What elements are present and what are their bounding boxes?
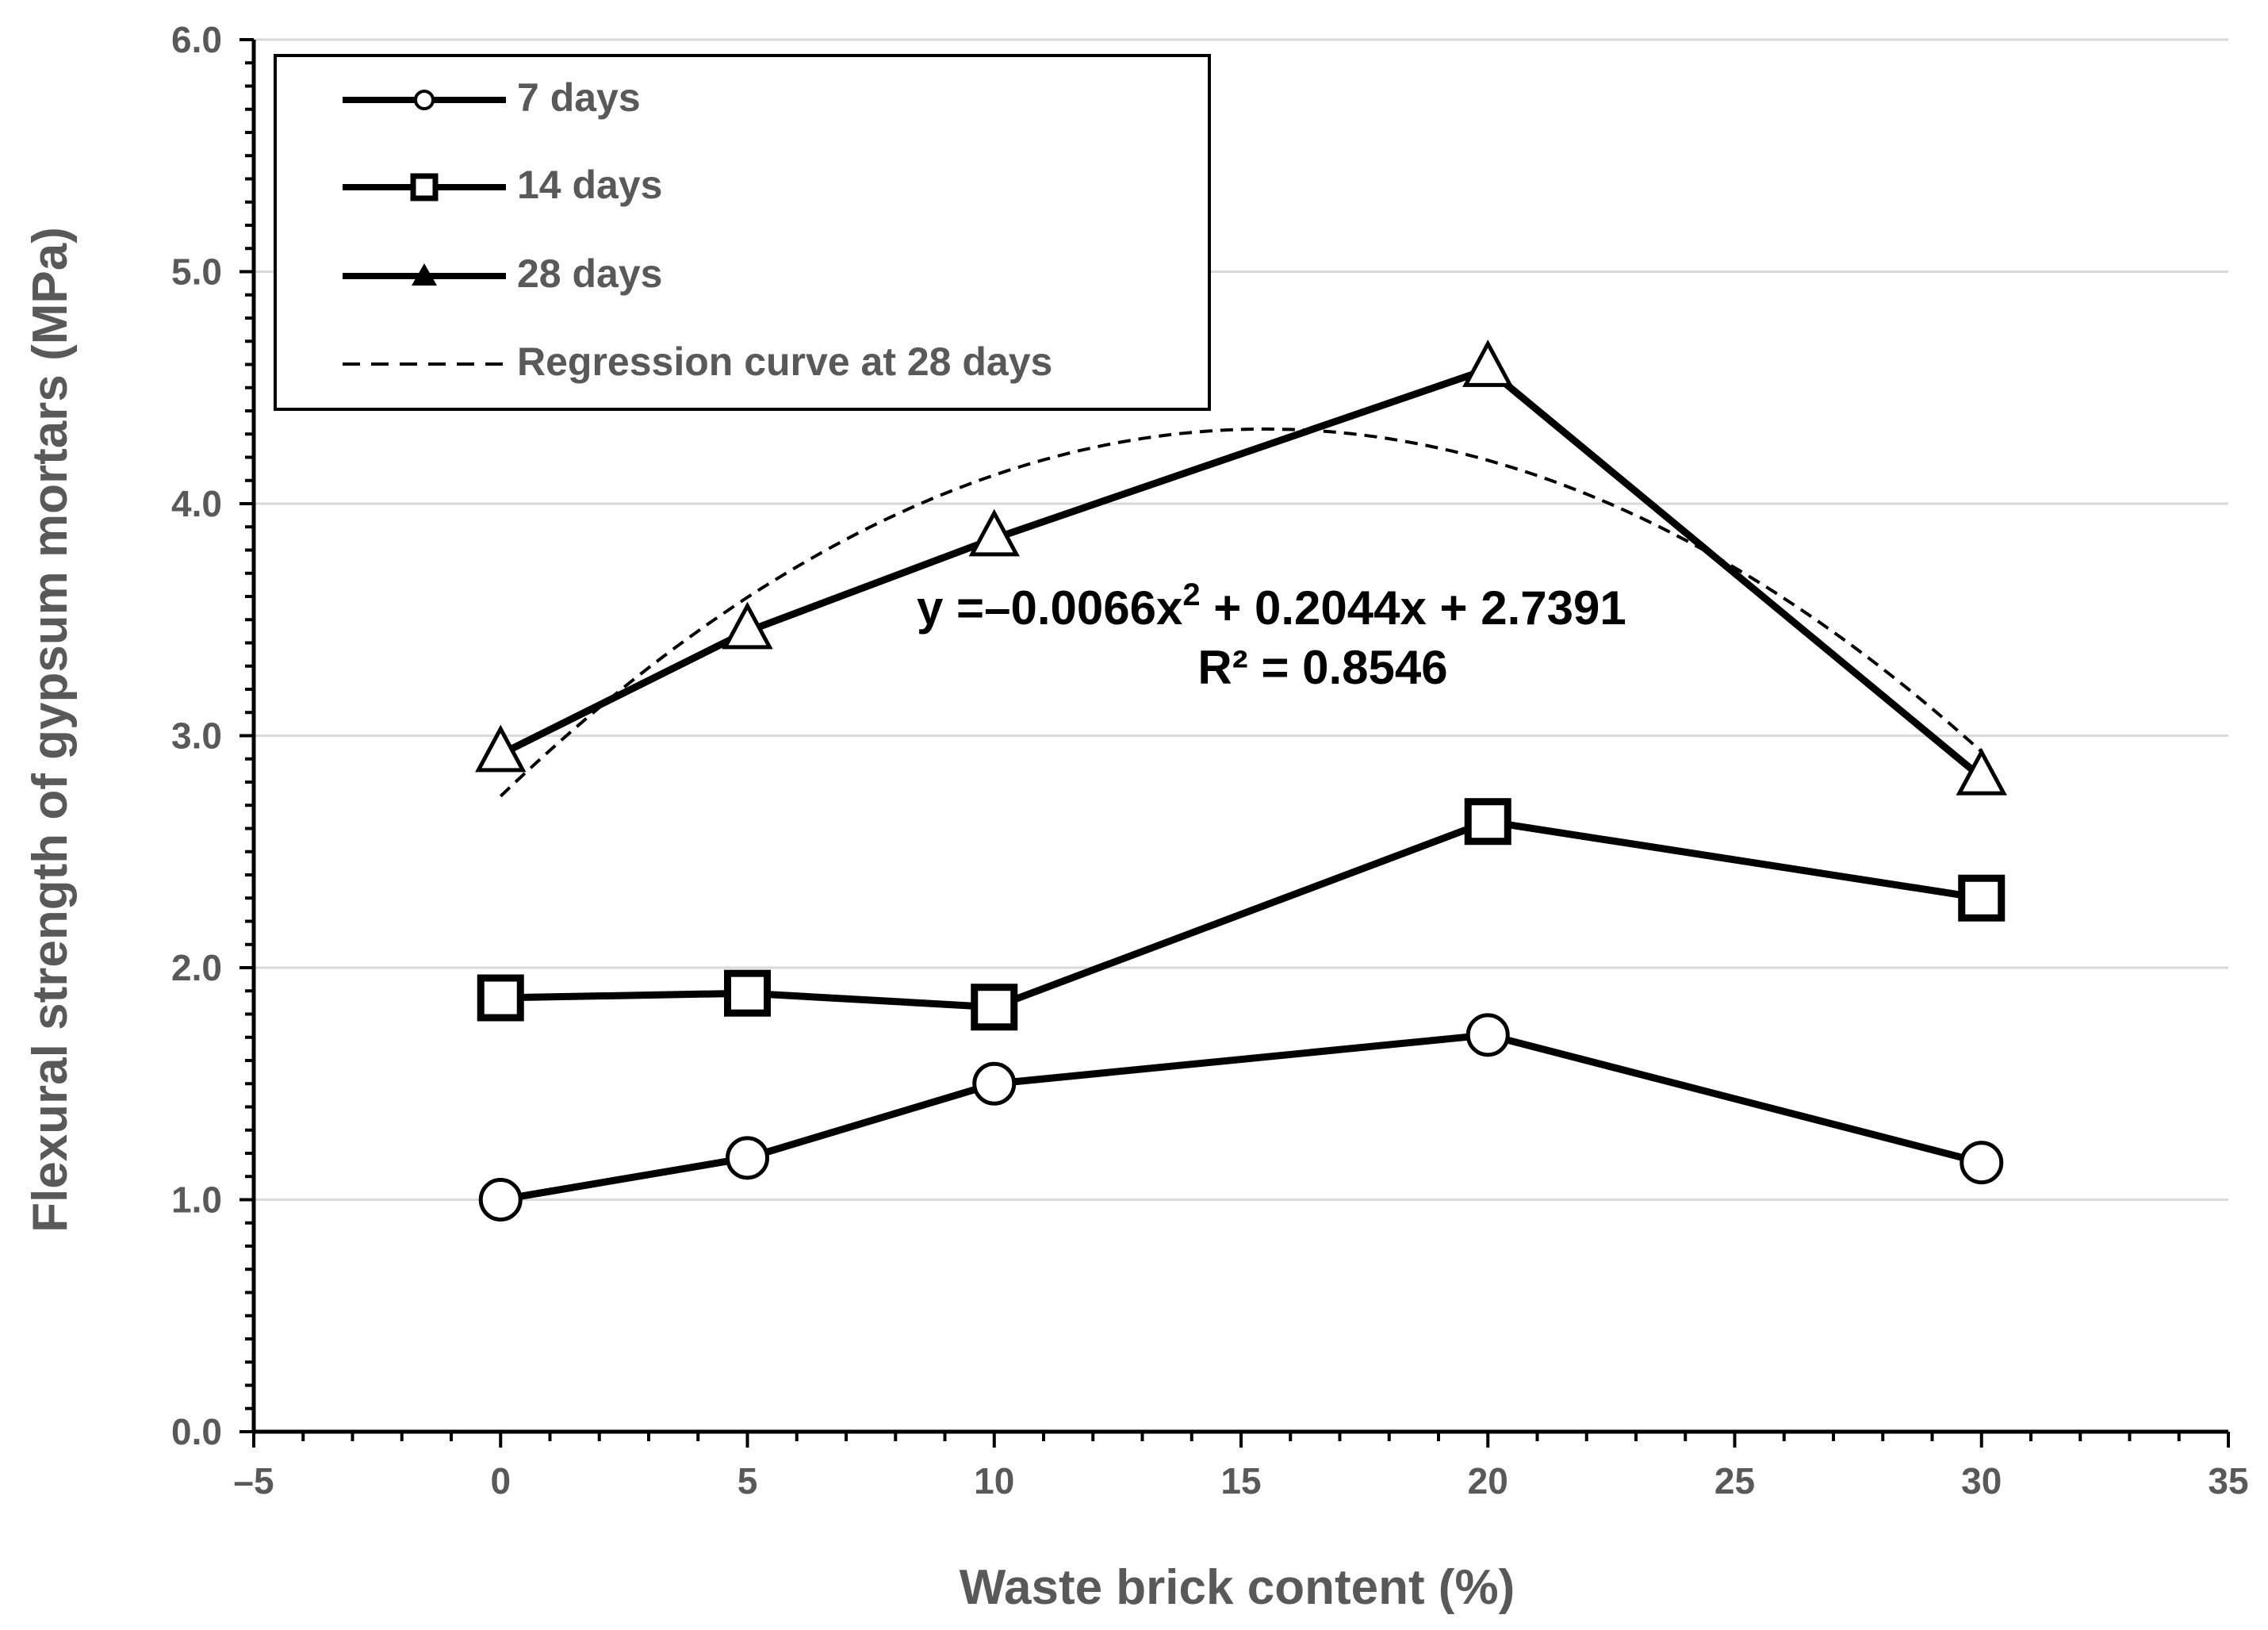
data-point-triangle: [722, 601, 773, 650]
y-tick-label: 1.0: [171, 1179, 222, 1221]
legend-label-regression: Regression curve at 28 days: [517, 339, 1052, 384]
legend-label-28-days: 28 days: [517, 251, 662, 296]
x-tick-label: 10: [974, 1460, 1014, 1502]
data-point-square: [971, 984, 1018, 1031]
legend-square-marker: [410, 173, 439, 201]
x-axis-title: Waste brick content (%): [960, 1560, 1515, 1615]
regression-equation: y =–0.0066x2 + 0.2044x + 2.7391: [917, 577, 1626, 635]
series-group: [475, 339, 2007, 1222]
series-14-days: [477, 798, 2006, 1031]
data-point-circle: [726, 1136, 769, 1180]
data-point-triangle: [1956, 747, 2007, 796]
y-axis-title: Flexural strength of gypsum mortars (MPa…: [23, 227, 78, 1233]
y-tick-label: 4.0: [171, 483, 222, 524]
legend-entry-28-days: 28 days: [343, 251, 662, 296]
regression-r-squared: R² = 0.8546: [1197, 641, 1447, 694]
x-tick-label: 5: [737, 1460, 758, 1502]
x-tick-label: –5: [233, 1460, 274, 1502]
data-point-square: [1464, 798, 1511, 846]
regression-curve: [499, 427, 1983, 798]
x-tick-label: 30: [1961, 1460, 2002, 1502]
legend-triangle-marker: [412, 263, 437, 286]
y-tick-label: 6.0: [171, 19, 222, 60]
data-point-triangle: [968, 508, 1020, 557]
grid-lines: [254, 38, 2228, 1201]
regression-annotation: y =–0.0066x2 + 0.2044x + 2.7391 R² = 0.8…: [917, 577, 1626, 694]
data-point-square: [1958, 874, 2006, 922]
data-point-circle: [478, 1178, 523, 1222]
y-tick-label: 2.0: [171, 947, 222, 988]
data-point-triangle: [475, 724, 527, 773]
data-point-circle: [972, 1061, 1017, 1106]
data-point-square: [724, 969, 771, 1017]
legend-box: [274, 54, 1211, 411]
y-tick-label: 0.0: [171, 1411, 222, 1452]
regression-curve-group: [499, 427, 1983, 798]
legend-entry-7-days: 7 days: [343, 75, 641, 120]
x-tick-label: 0: [490, 1460, 511, 1502]
x-tick-label: 20: [1468, 1460, 1508, 1502]
tick-labels: 0.0 1.0 2.0 3.0 4.0 5.0 6.0 –5 0 5 10 15 20 25 30 35: [171, 19, 2249, 1502]
legend-label-14-days: 14 days: [517, 163, 662, 207]
equation-exponent: 2: [1182, 577, 1200, 612]
tick-marks: [239, 38, 2230, 1448]
legend-entry-14-days: 14 days: [343, 163, 662, 207]
series-28-days: [475, 339, 2007, 796]
y-tick-label: 5.0: [171, 251, 222, 293]
x-tick-label: 35: [2208, 1460, 2248, 1502]
y-tick-label: 3.0: [171, 715, 222, 757]
data-point-triangle: [1462, 339, 1514, 387]
series-7-days: [478, 1013, 2004, 1222]
legend-circle-marker: [414, 90, 435, 110]
legend: 7 days 14 days 28 days Regression curve …: [274, 54, 1211, 411]
x-tick-label: 15: [1220, 1460, 1261, 1502]
legend-label-7-days: 7 days: [517, 75, 641, 120]
data-point-circle: [1960, 1141, 2004, 1185]
data-point-circle: [1465, 1013, 1510, 1057]
data-point-square: [477, 974, 524, 1022]
legend-entry-regression: Regression curve at 28 days: [343, 339, 1052, 384]
x-tick-label: 25: [1714, 1460, 1755, 1502]
